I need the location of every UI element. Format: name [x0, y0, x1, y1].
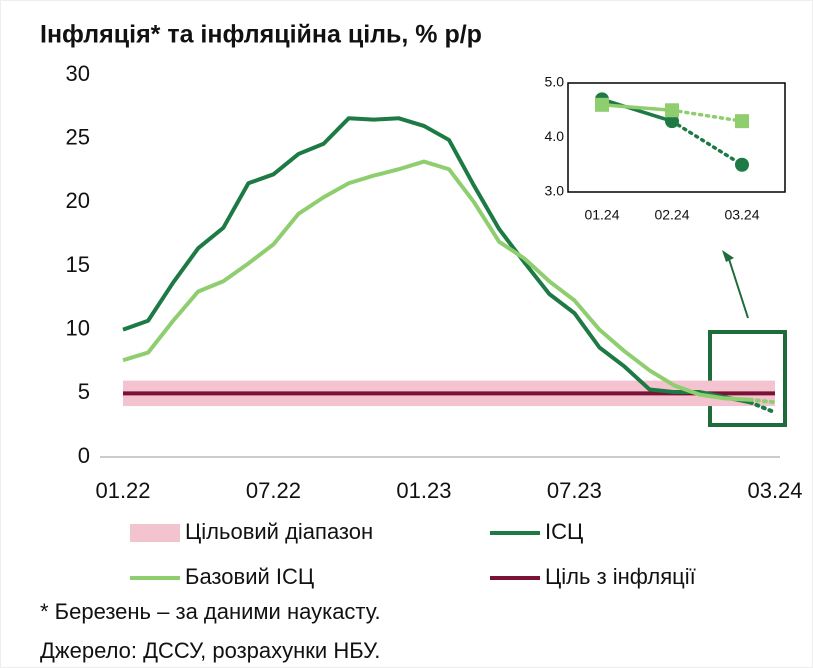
- legend-label: Базовий ІСЦ: [185, 564, 314, 589]
- y-tick-label: 0: [78, 443, 90, 468]
- series-line: [601, 97, 673, 123]
- nowcast-line: [670, 108, 744, 123]
- legend-label: ІСЦ: [545, 519, 583, 544]
- highlight-box: [708, 330, 787, 427]
- x-tick-label: 01.23: [396, 478, 451, 503]
- inset-x-tick-label: 02.24: [654, 207, 689, 223]
- y-tick-label: 20: [66, 188, 90, 213]
- inset-y-tick-label: 3.0: [545, 183, 565, 199]
- arrow: [727, 255, 749, 319]
- legend-label: Ціль з інфляції: [545, 564, 696, 589]
- footnote: * Березень – за даними наукасту.: [40, 599, 381, 624]
- nowcast-line: [747, 400, 777, 415]
- nowcast-line: [670, 119, 744, 167]
- chart-title: Інфляція* та інфляційна ціль, % р/р: [40, 21, 482, 49]
- inset-x-tick-label: 01.24: [584, 207, 619, 223]
- legend-label: Цільовий діапазон: [185, 519, 373, 544]
- x-tick-label: 01.22: [95, 478, 150, 503]
- marker: [665, 114, 679, 129]
- inset-y-tick-label: 4.0: [545, 128, 565, 144]
- x-tick-label: 03.24: [747, 478, 802, 503]
- legend-swatch: [130, 524, 180, 542]
- series-line: [122, 159, 751, 402]
- marker: [595, 97, 609, 112]
- series-line: [122, 116, 751, 405]
- source: Джерело: ДССУ, розрахунки НБУ.: [40, 638, 380, 663]
- series-line: [601, 103, 673, 112]
- arrow-head: [722, 250, 734, 262]
- inset-y-tick-label: 5.0: [545, 74, 565, 90]
- nowcast-line: [747, 397, 777, 405]
- x-tick-label: 07.23: [547, 478, 602, 503]
- inset-x-tick-label: 03.24: [724, 207, 759, 223]
- y-tick-label: 30: [66, 61, 90, 86]
- marker: [665, 103, 679, 118]
- marker: [735, 114, 749, 129]
- x-tick-label: 07.22: [246, 478, 301, 503]
- y-tick-label: 15: [66, 252, 90, 277]
- y-tick-label: 25: [66, 124, 90, 149]
- y-tick-label: 10: [66, 315, 90, 340]
- marker: [735, 157, 749, 172]
- y-tick-label: 5: [78, 379, 90, 404]
